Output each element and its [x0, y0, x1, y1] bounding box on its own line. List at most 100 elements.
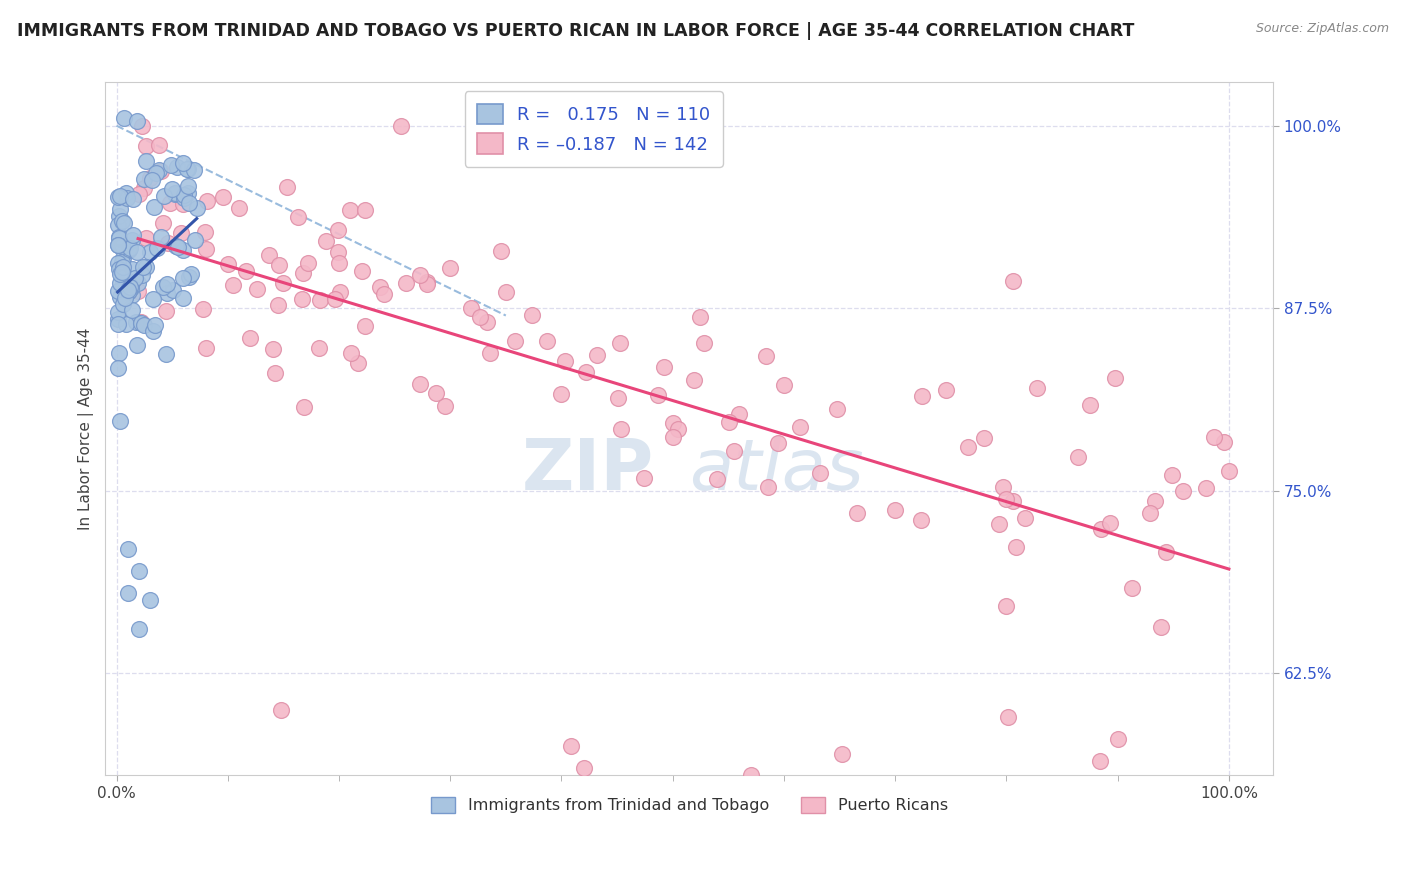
Point [124, 271, 146, 285]
Point [160, 182, 183, 196]
Point [125, 338, 148, 352]
Point [112, 284, 135, 298]
Point [111, 251, 134, 265]
Point [1107, 731, 1129, 746]
Point [128, 186, 150, 201]
Point [1195, 481, 1218, 495]
Point [408, 268, 430, 283]
Point [291, 266, 314, 280]
Point [145, 318, 167, 333]
Point [108, 202, 131, 217]
Point [115, 318, 138, 332]
Point [108, 209, 131, 223]
Point [1078, 398, 1101, 412]
Point [661, 430, 683, 444]
Point [353, 202, 375, 217]
Point [689, 310, 711, 324]
Point [173, 191, 195, 205]
Point [143, 200, 166, 214]
Point [108, 239, 131, 253]
Point [995, 492, 1018, 507]
Point [184, 233, 207, 247]
Point [145, 241, 167, 255]
Point [155, 304, 177, 318]
Point [1212, 434, 1234, 449]
Point [127, 285, 149, 299]
Point [884, 502, 907, 516]
Y-axis label: In Labor Force | Age 35-44: In Labor Force | Age 35-44 [79, 327, 94, 530]
Point [755, 349, 778, 363]
Point [115, 191, 138, 205]
Point [107, 256, 129, 270]
Point [287, 210, 309, 224]
Point [560, 739, 582, 754]
Point [758, 480, 780, 494]
Point [353, 318, 375, 333]
Point [156, 235, 179, 250]
Point [111, 265, 134, 279]
Point [328, 245, 350, 260]
Point [125, 315, 148, 329]
Point [269, 258, 291, 272]
Point [706, 472, 728, 486]
Text: IMMIGRANTS FROM TRINIDAD AND TOBAGO VS PUERTO RICAN IN LABOR FORCE | AGE 35-44 C: IMMIGRANTS FROM TRINIDAD AND TOBAGO VS P… [17, 22, 1135, 40]
Legend: Immigrants from Trinidad and Tobago, Puerto Ricans: Immigrants from Trinidad and Tobago, Pue… [425, 790, 955, 820]
Point [142, 292, 165, 306]
Point [110, 239, 132, 253]
Point [475, 315, 498, 329]
Point [1121, 581, 1143, 595]
Point [152, 280, 174, 294]
Point [107, 238, 129, 252]
Point [193, 302, 215, 317]
Point [554, 354, 576, 368]
Text: Source: ZipAtlas.com: Source: ZipAtlas.com [1256, 22, 1389, 36]
Point [107, 238, 129, 252]
Point [194, 341, 217, 355]
Point [1067, 450, 1090, 465]
Point [141, 172, 163, 186]
Point [138, 170, 160, 185]
Point [273, 277, 295, 291]
Point [186, 201, 208, 215]
Point [111, 255, 134, 269]
Point [308, 293, 330, 307]
Point [152, 216, 174, 230]
Point [1001, 274, 1024, 288]
Point [156, 285, 179, 300]
Point [479, 345, 502, 359]
Point [1173, 483, 1195, 498]
Point [117, 242, 139, 256]
Point [536, 334, 558, 348]
Point [131, 119, 153, 133]
Point [107, 305, 129, 319]
Point [766, 435, 789, 450]
Point [132, 318, 155, 333]
Point [135, 154, 157, 169]
Point [693, 335, 716, 350]
Point [326, 223, 349, 237]
Point [121, 233, 143, 247]
Point [117, 542, 139, 557]
Point [135, 139, 157, 153]
Point [195, 242, 218, 256]
Point [1149, 620, 1171, 634]
Point [118, 280, 141, 294]
Point [994, 599, 1017, 613]
Point [956, 440, 979, 454]
Point [666, 422, 689, 436]
Point [121, 288, 143, 302]
Point [425, 385, 447, 400]
Point [176, 162, 198, 177]
Point [470, 310, 492, 325]
Point [172, 156, 194, 170]
Point [107, 360, 129, 375]
Point [180, 267, 202, 281]
Point [825, 402, 848, 417]
Point [121, 276, 143, 290]
Point [1143, 493, 1166, 508]
Point [125, 114, 148, 128]
Point [173, 188, 195, 202]
Point [177, 270, 200, 285]
Point [717, 415, 740, 429]
Point [434, 400, 457, 414]
